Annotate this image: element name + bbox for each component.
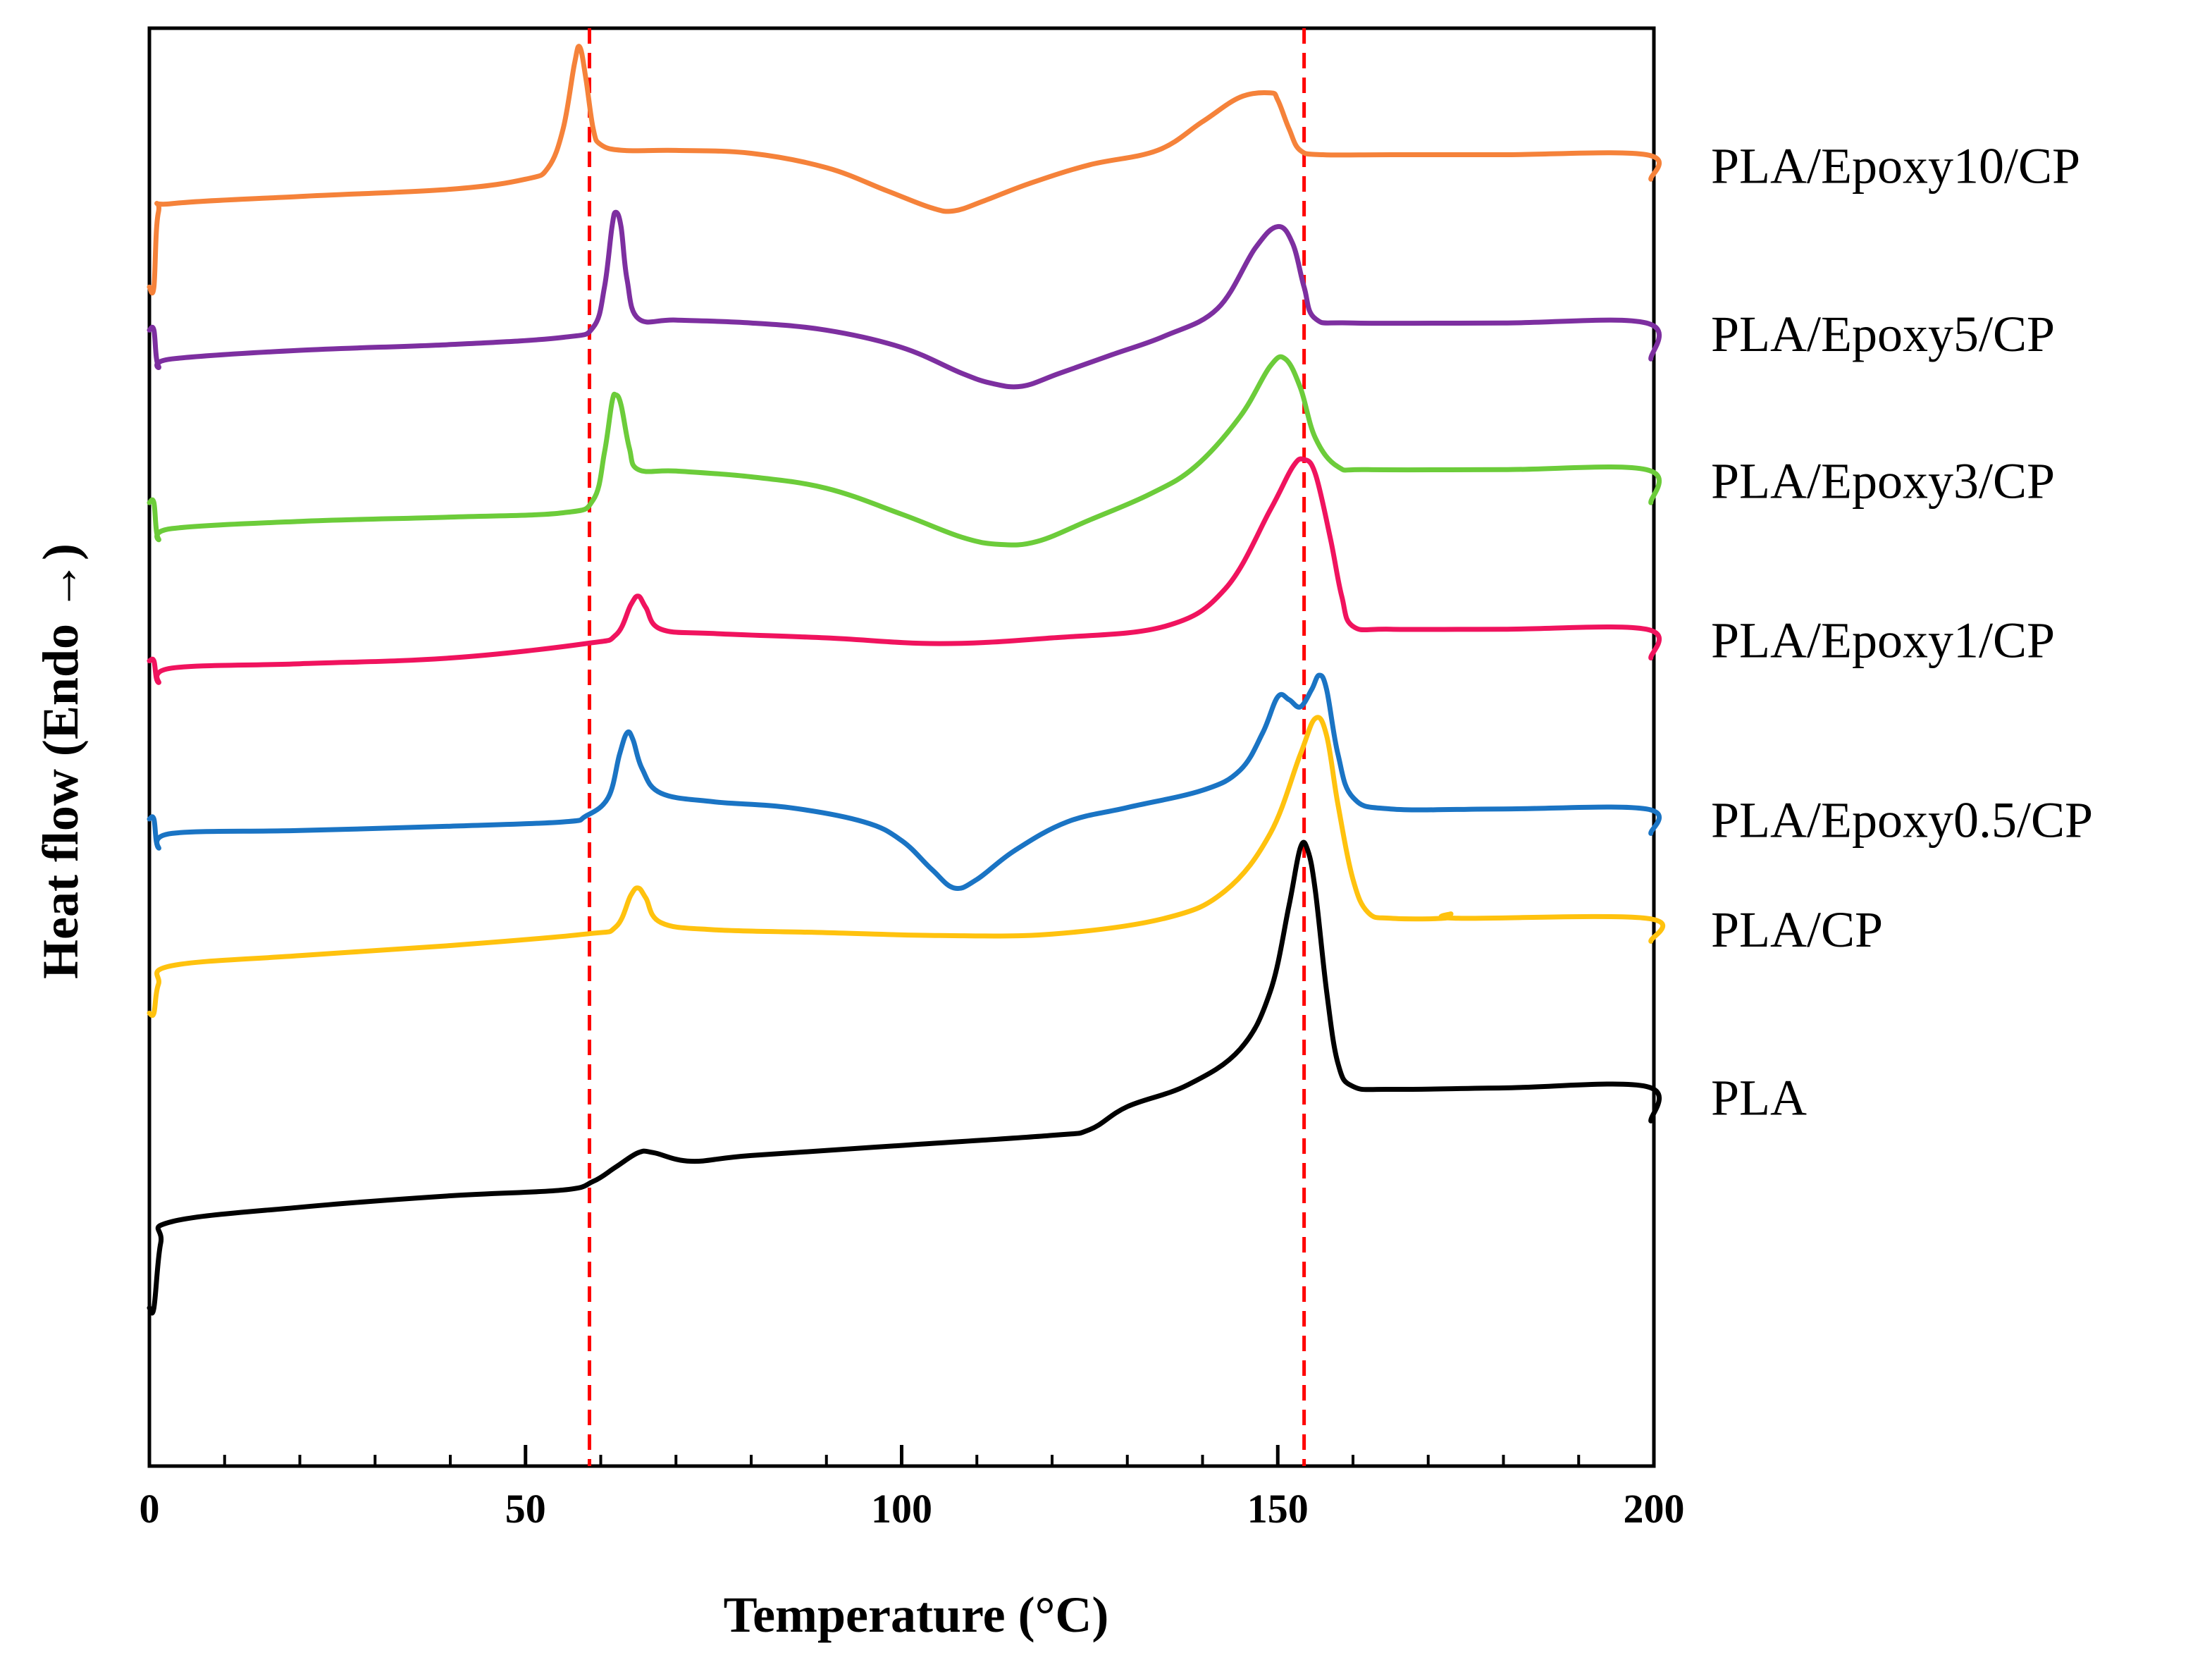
legend-label: PLA/Epoxy1/CP — [1711, 613, 2055, 669]
y-axis-title: Heat flow (Endo →) — [32, 543, 89, 979]
x-tick-label: 100 — [871, 1486, 932, 1532]
series-line-pla-epoxy5-cp — [147, 209, 1662, 390]
x-tick-label: 0 — [140, 1486, 160, 1532]
reference-lines — [587, 28, 1306, 1466]
legend-label: PLA/Epoxy10/CP — [1711, 138, 2080, 195]
legend-label: PLA/CP — [1711, 901, 1883, 958]
x-axis-title: Temperature (°C) — [724, 1587, 1109, 1643]
series-line-pla-epoxy10-cp — [147, 44, 1662, 296]
x-tick-labels: 0 50 100 150 200 — [140, 1486, 1685, 1532]
series-line-pla-epoxy1-cp — [147, 456, 1662, 685]
series-lines — [147, 44, 1666, 1316]
plot-frame — [147, 26, 1656, 1468]
series-line-pla — [147, 839, 1662, 1316]
legend-label: PLA — [1711, 1069, 1807, 1126]
x-tick-label: 150 — [1247, 1486, 1309, 1532]
series-line-pla-epoxy0-5-cp — [147, 672, 1662, 892]
series-line-pla-epoxy3-cp — [147, 354, 1662, 548]
legend-label: PLA/Epoxy5/CP — [1711, 306, 2055, 362]
legend: PLA/Epoxy10/CP PLA/Epoxy5/CP PLA/Epoxy3/CP… — [1711, 138, 2093, 1126]
x-major-ticks — [147, 1445, 1656, 1466]
series-line-pla-cp — [147, 715, 1666, 1018]
x-tick-label: 50 — [505, 1486, 546, 1532]
x-minor-ticks — [223, 1455, 1581, 1466]
legend-label: PLA/Epoxy3/CP — [1711, 453, 2055, 509]
x-tick-label: 200 — [1624, 1486, 1685, 1532]
legend-label: PLA/Epoxy0.5/CP — [1711, 792, 2093, 849]
